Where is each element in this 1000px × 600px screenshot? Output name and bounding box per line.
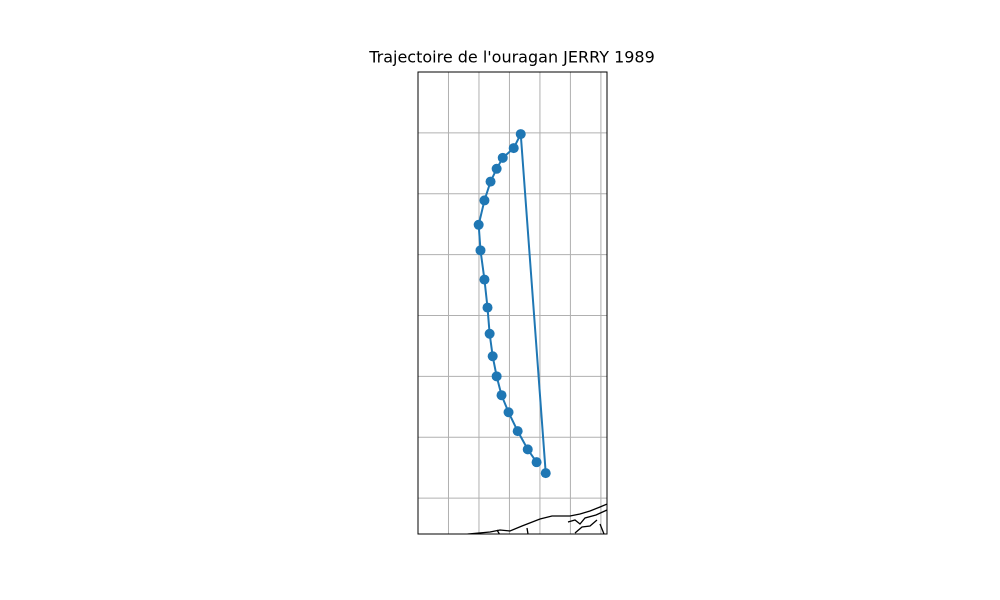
track-point [503,407,514,418]
chart-title: Trajectoire de l'ouragan JERRY 1989 [368,48,655,67]
track-point [531,457,542,468]
track-point [540,468,551,479]
track-point [473,219,484,230]
track-point [484,328,495,339]
track-point [487,351,498,362]
track-point [491,371,502,382]
track-point [479,274,490,285]
track-point [496,390,507,401]
track-point [475,245,486,256]
track-point [479,195,490,206]
track-point [485,176,496,187]
track-point [482,302,493,313]
track-point [491,163,502,174]
track-point [508,143,519,154]
coast-line [464,503,607,534]
plot [473,129,551,479]
coastline [464,503,607,534]
track-point [497,152,508,163]
track-point [522,444,533,455]
track-point [512,426,523,437]
track-point [515,129,526,140]
coast-line [496,509,607,534]
frame [417,71,608,535]
